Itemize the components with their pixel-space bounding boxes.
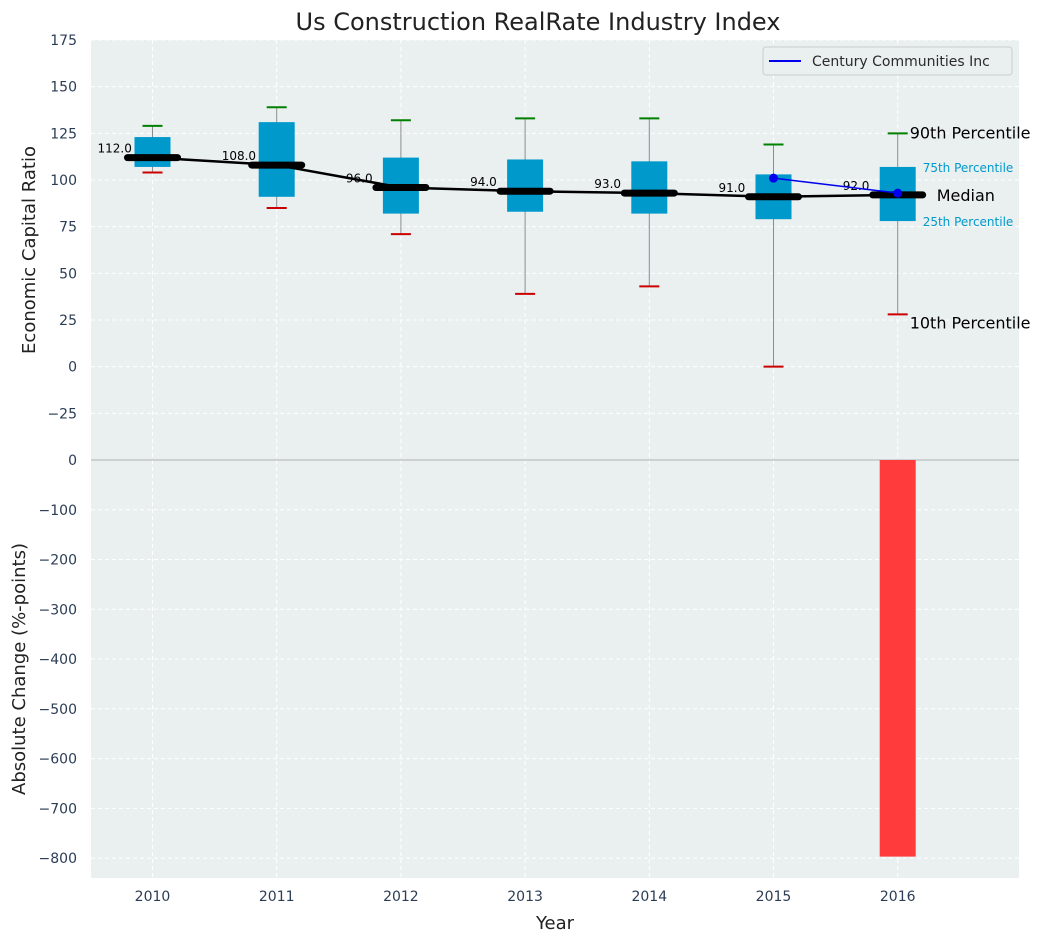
median-value-label: 108.0 bbox=[222, 149, 256, 163]
y-tick-label: −600 bbox=[39, 752, 77, 768]
x-axis-label: Year bbox=[535, 913, 575, 934]
p90-annotation: 90th Percentile bbox=[910, 123, 1031, 142]
median-value-label: 112.0 bbox=[98, 142, 132, 156]
percentile-box bbox=[134, 137, 171, 167]
y-tick-label: −200 bbox=[39, 553, 77, 569]
percentile-annotations: 90th Percentile 75th Percentile Median 25th… bbox=[910, 123, 1031, 332]
x-tick-label: 2015 bbox=[756, 889, 792, 905]
x-tick-label: 2012 bbox=[383, 889, 419, 905]
median-annotation: Median bbox=[937, 186, 995, 205]
company-series bbox=[769, 173, 903, 198]
y-tick-label: 0 bbox=[68, 453, 77, 469]
median-value-label: 92.0 bbox=[843, 179, 870, 193]
top-plot-area bbox=[91, 40, 1019, 460]
x-tick-label: 2016 bbox=[880, 889, 916, 905]
percentile-box bbox=[507, 159, 544, 212]
x-tick-label: 2011 bbox=[259, 889, 295, 905]
median-value-label: 91.0 bbox=[719, 181, 746, 195]
legend-entry: Century Communities Inc bbox=[812, 54, 990, 70]
change-bars bbox=[879, 460, 916, 857]
y-tick-label: −800 bbox=[39, 851, 77, 867]
grid-lines bbox=[91, 39, 1019, 878]
y-tick-label: 125 bbox=[50, 126, 77, 142]
y-tick-label: 100 bbox=[50, 173, 77, 189]
p10-annotation: 10th Percentile bbox=[910, 313, 1031, 332]
company-point bbox=[893, 188, 903, 198]
percentile-box bbox=[258, 122, 295, 197]
chart-title: Us Construction RealRate Industry Index bbox=[296, 8, 781, 36]
y-tick-label: 0 bbox=[68, 360, 77, 376]
y-tick-label: −100 bbox=[39, 503, 77, 519]
y-tick-label: −700 bbox=[39, 801, 77, 817]
x-tick-labels: 2010 2011 2012 2013 2014 2015 2016 bbox=[135, 889, 916, 905]
median-value-label: 96.0 bbox=[346, 171, 373, 185]
p75-annotation: 75th Percentile bbox=[923, 161, 1014, 175]
y-tick-label: 25 bbox=[59, 313, 77, 329]
y-tick-labels: 175 150 125 100 75 50 25 0 −25 0 −100 −200 −300 −400 −… bbox=[39, 33, 77, 867]
y-tick-label: −25 bbox=[47, 406, 77, 422]
top-y-axis-label: Economic Capital Ratio bbox=[19, 146, 40, 354]
p25-annotation: 25th Percentile bbox=[923, 215, 1014, 229]
company-line bbox=[773, 177, 898, 194]
legend: Century Communities Inc bbox=[762, 46, 1013, 76]
company-point bbox=[769, 173, 778, 183]
median-value-label: 94.0 bbox=[470, 175, 497, 189]
y-tick-label: −300 bbox=[39, 602, 77, 618]
y-tick-label: −500 bbox=[39, 702, 77, 718]
y-tick-label: −400 bbox=[39, 652, 77, 668]
bottom-y-axis-label: Absolute Change (%-points) bbox=[9, 543, 30, 795]
x-tick-label: 2013 bbox=[507, 889, 543, 905]
y-tick-label: 50 bbox=[59, 266, 77, 282]
y-tick-label: 175 bbox=[50, 33, 77, 49]
x-tick-label: 2014 bbox=[631, 889, 667, 905]
y-tick-label: 75 bbox=[59, 220, 77, 236]
median-value-label: 93.0 bbox=[594, 177, 621, 191]
y-tick-label: 150 bbox=[50, 80, 77, 96]
legend-box bbox=[762, 46, 1013, 76]
change-bar bbox=[879, 460, 916, 857]
x-tick-label: 2010 bbox=[135, 889, 171, 905]
percentile-box bbox=[631, 161, 668, 214]
